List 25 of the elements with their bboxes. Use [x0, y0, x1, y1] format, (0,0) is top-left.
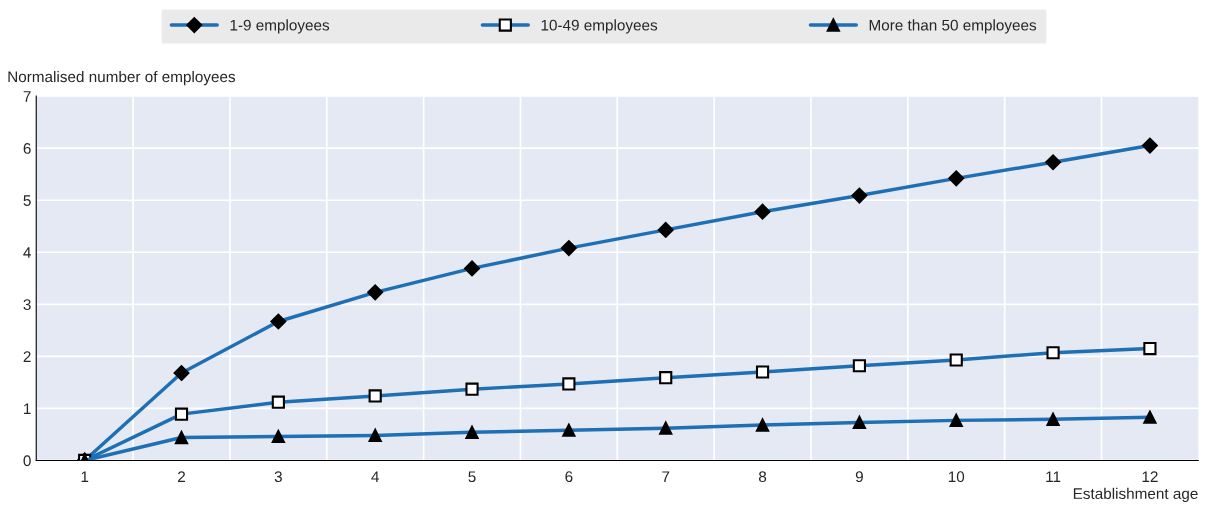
x-tick-label: 9: [855, 471, 863, 483]
y-axis-title: Normalised number of employees: [8, 70, 236, 86]
y-tick-label: 3: [23, 299, 31, 311]
y-tick-label: 0: [23, 455, 31, 467]
x-tick-label: 6: [565, 471, 573, 483]
y-tick-label: 7: [23, 91, 31, 102]
y-tick-label: 6: [23, 143, 31, 154]
y-tick-label: 4: [23, 247, 31, 258]
x-tick-label: 4: [371, 471, 379, 482]
x-tick-label: 11: [1046, 471, 1061, 482]
x-tick-label: 2: [178, 471, 185, 482]
x-tick-label: 10: [948, 471, 965, 483]
x-tick-label: 1: [81, 471, 89, 482]
x-tick-label: 5: [468, 471, 476, 483]
x-tick-label: 8: [758, 471, 767, 483]
legend-label: 10-49 employees: [541, 19, 658, 34]
y-tick-label: 1: [24, 403, 31, 414]
x-tick-label: 7: [662, 471, 670, 482]
x-tick-label: 3: [274, 471, 282, 483]
legend-label: More than 50 employees: [869, 19, 1037, 34]
y-tick-label: 5: [23, 195, 31, 206]
legend-label: 1-9 employees: [230, 19, 330, 34]
x-axis-title: Establishment age: [1073, 487, 1198, 503]
y-tick-label: 2: [23, 351, 31, 362]
x-tick-label: 12: [1142, 471, 1158, 482]
